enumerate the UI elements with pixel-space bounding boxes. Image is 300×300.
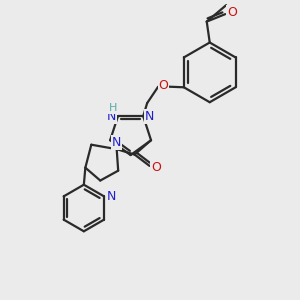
Text: O: O	[227, 6, 237, 19]
Text: N: N	[112, 136, 122, 149]
Text: O: O	[151, 161, 161, 174]
Text: H: H	[108, 103, 117, 113]
Text: N: N	[145, 110, 154, 123]
Text: O: O	[159, 79, 169, 92]
Text: N: N	[107, 110, 116, 123]
Text: N: N	[107, 190, 116, 203]
